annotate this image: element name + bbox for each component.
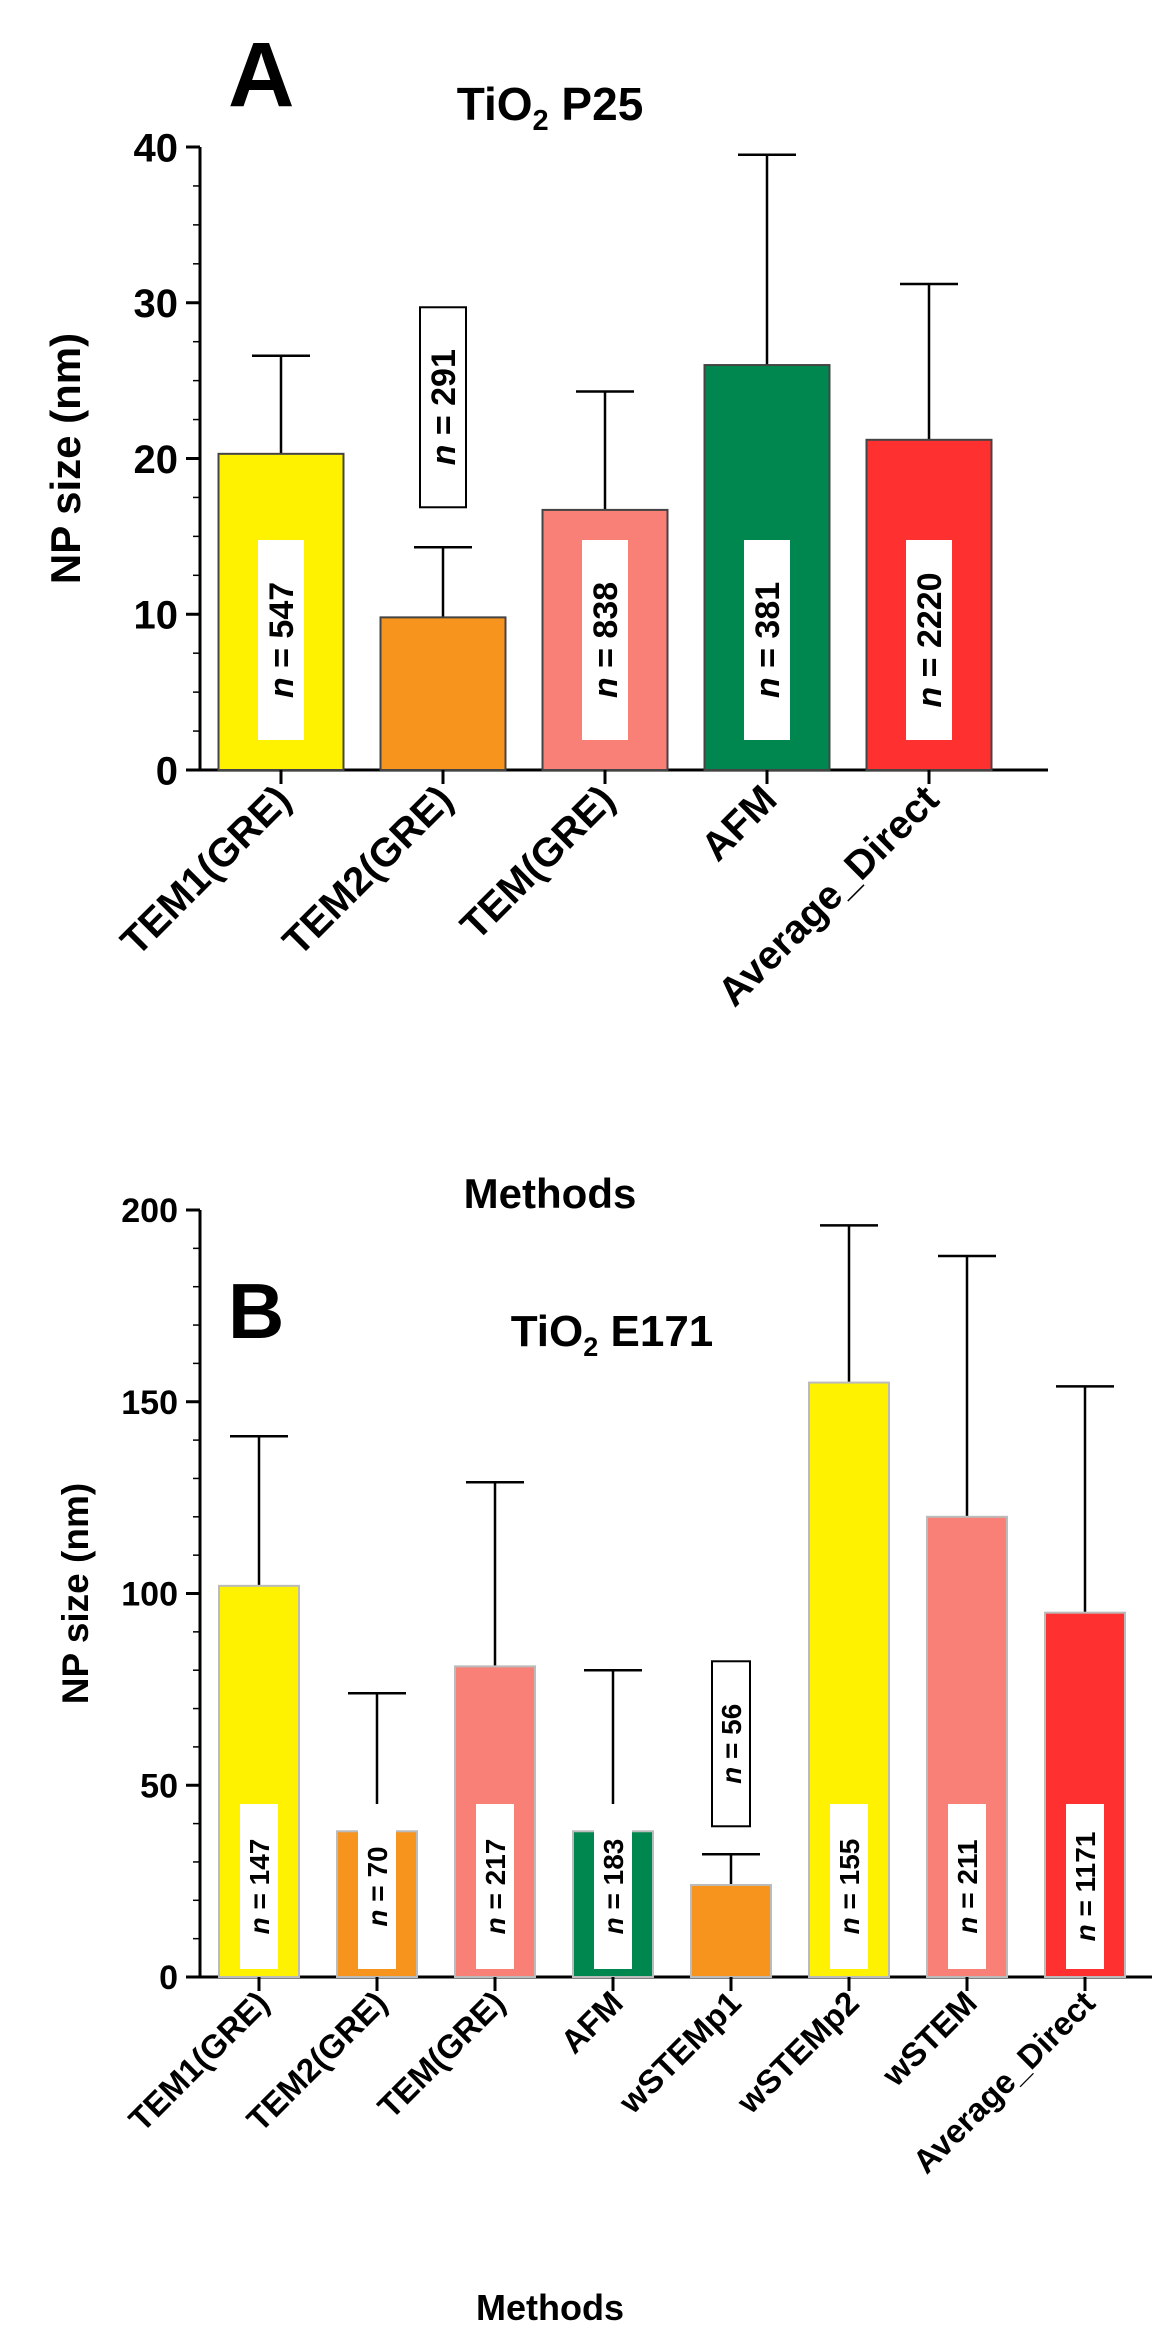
panel-a-n-label-box-afm [744,540,790,740]
panel-b-title-rest: E171 [598,1307,713,1356]
panel-b-n-label-prefix: n [480,1917,511,1934]
panel-b-bar-wstemp1 [690,1883,772,1978]
panel-b-n-label-value: = 1171 [1070,1832,1101,1925]
panel-b-n-label-prefix: n [1070,1924,1101,1941]
panel-b-n-label-wstem: n = 211 [952,1839,983,1933]
panel-b-y-axis-label: NP size (nm) [55,1483,96,1704]
panel-b-n-label-prefix: n [598,1917,629,1934]
panel-a-n-label-prefix: n [749,677,787,698]
panel-b-n-label-tem-gre: n = 217 [480,1839,511,1935]
panel-a-y-axis-label: NP size (nm) [42,333,89,584]
panel-b-bar-average-direct [1044,1611,1126,1979]
panel-b-n-label-box-tem-gre [476,1804,514,1969]
panel-a-title-subscript: 2 [533,105,549,137]
panel-a-n-label-afm: n = 381 [749,582,787,698]
panel-a-category-label-afm: AFM [693,777,785,869]
panel-a-n-label-box-average-direct [906,540,952,740]
panel-b-n-label-prefix: n [716,1767,747,1784]
panel-b-y-tick-label: 0 [159,1959,178,1997]
panel-b-n-label-average-direct: n = 1171 [1070,1832,1101,1942]
panel-a-letter: A [228,24,294,126]
panel-b-n-label-value: = 70 [362,1846,393,1909]
panel-b-n-label-value: = 147 [244,1839,275,1918]
panel-b-category-label-wstemp2: wSTEMp2 [729,1984,866,2121]
panel-b-n-label-wstemp2: n = 155 [834,1839,865,1935]
panel-b-x-axis-label: Methods [476,2287,624,2328]
panel-a-n-label-box-tem1-gre [258,540,304,740]
panel-b-title-main: TiO [511,1307,584,1356]
panel-b-category-label-afm: AFM [553,1984,630,2061]
panel-b-y-tick-label: 200 [121,1192,178,1230]
panel-b-n-label-tem1-gre: n = 147 [244,1839,275,1935]
panel-a-n-label-value: = 838 [587,582,625,677]
panel-a-y-tick-label: 20 [134,438,179,482]
panel-a-n-label-prefix: n [587,677,625,698]
panel-b-n-label-prefix: n [834,1917,865,1934]
panel-b-n-label-prefix: n [244,1917,275,1934]
panel-b-n-label-value: = 56 [716,1704,747,1767]
panel-a-bar-tem2-gre [379,616,507,771]
panel-b-y-tick-label: 50 [140,1767,178,1805]
panel-a-title: TiO2 P25 [457,78,644,137]
panel-a-n-label-tem2-gre: n = 291 [425,349,463,465]
panel-b-n-label-box-wstemp1 [711,1660,751,1828]
panel-a-y-tick-label: 40 [134,126,179,170]
panel-b-n-label-tem2-gre: n = 70 [362,1846,393,1926]
panel-b-title-subscript: 2 [583,1332,598,1362]
panel-b-y-tick-label: 150 [121,1384,178,1422]
panel-b-n-label-afm: n = 183 [598,1839,629,1935]
panel-a-n-label-tem1-gre: n = 547 [263,582,301,698]
panel-b-category-label-wstem: wSTEM [874,1984,984,2094]
panel-a-n-label-value: = 2220 [911,572,949,686]
panel-a-title-rest: P25 [549,78,644,130]
panel-a-x-axis-label: Methods [464,1170,637,1217]
panel-a-chart: A TiO2 P25 0 10 20 30 40 NP size (nm) TEM1(GRE) n… [42,24,1048,1217]
panel-b-n-label-box-wstemp2 [830,1804,868,1969]
panel-b-n-label-value: = 211 [952,1839,983,1916]
panel-b-n-label-box-tem1-gre [240,1804,278,1969]
panel-a-y-tick-label: 30 [134,282,179,326]
panel-b-n-label-value: = 155 [834,1839,865,1918]
panel-a-n-label-prefix: n [263,677,301,698]
panel-a-n-label-value: = 547 [263,582,301,677]
panel-b-letter: B [228,1267,284,1355]
panel-b-category-label-wstemp1: wSTEMp1 [611,1984,748,2121]
panel-a-n-label-box-tem2-gre [419,306,467,509]
panel-b-n-label-value: = 183 [598,1839,629,1918]
panel-b-n-label-box-afm [594,1804,632,1969]
panel-a-n-label-prefix: n [911,687,949,708]
panel-a-n-label-tem-gre: n = 838 [587,582,625,698]
panel-a-y-tick-label: 10 [134,594,179,638]
panel-b-n-label-wstemp1: n = 56 [716,1704,747,1784]
panel-b-n-label-value: = 217 [480,1839,511,1918]
panel-a-y-tick-label: 0 [156,749,178,793]
panel-b-n-label-box-average-direct [1066,1804,1104,1969]
panel-a-category-label-tem2-gre: TEM2(GRE) [275,777,462,964]
panel-b-n-label-prefix: n [362,1909,393,1926]
panel-a-n-label-value: = 381 [749,582,787,677]
panel-a-n-label-prefix: n [425,445,463,466]
panel-b-n-label-box-tem2-gre [358,1804,396,1969]
panel-a-n-label-average-direct: n = 2220 [911,572,949,707]
panel-b-n-label-box-wstem [948,1804,986,1969]
panel-b-title: TiO2 E171 [511,1307,714,1362]
panel-b-n-label-prefix: n [952,1916,983,1933]
panel-a-category-label-tem1-gre: TEM1(GRE) [113,777,300,964]
panel-a-n-label-box-tem-gre [582,540,628,740]
panel-a-n-label-value: = 291 [425,349,463,444]
panel-a-title-main: TiO [457,78,533,130]
panel-b-y-tick-label: 100 [121,1576,178,1614]
panel-b-category-label-tem-gre: TEM(GRE) [370,1984,512,2126]
panel-a-category-label-tem-gre: TEM(GRE) [452,777,623,948]
